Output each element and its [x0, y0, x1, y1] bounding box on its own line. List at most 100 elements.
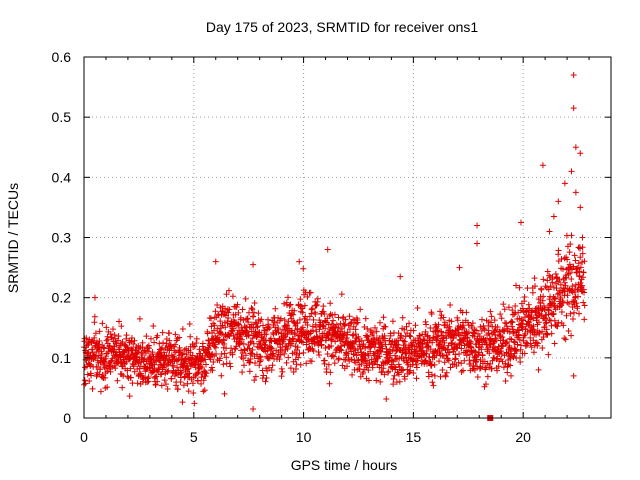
data-point [107, 368, 114, 375]
data-point [172, 341, 179, 348]
data-point [267, 335, 274, 342]
data-point [295, 354, 302, 361]
data-point [559, 266, 566, 273]
data-point [481, 383, 488, 390]
data-point [176, 334, 183, 341]
data-point [380, 365, 387, 372]
data-point [557, 281, 564, 288]
data-point [445, 357, 452, 364]
data-point [247, 359, 254, 366]
data-point [556, 277, 563, 284]
data-point [331, 311, 338, 318]
data-point [554, 291, 561, 298]
data-point [326, 380, 333, 387]
data-point [436, 341, 443, 348]
data-point [381, 371, 388, 378]
data-point-notable [572, 189, 579, 196]
data-points [81, 72, 588, 421]
data-point [465, 322, 472, 329]
data-point [573, 269, 580, 276]
data-point [204, 330, 211, 337]
data-point [452, 355, 459, 362]
data-point [262, 342, 269, 349]
data-point [572, 257, 579, 264]
data-point [447, 301, 454, 308]
data-point [246, 345, 253, 352]
data-point [506, 335, 513, 342]
data-point [536, 329, 543, 336]
data-point [568, 232, 575, 239]
data-point [342, 316, 349, 323]
data-point [510, 354, 517, 361]
data-point [508, 318, 515, 325]
data-point [310, 347, 317, 354]
data-point [487, 336, 494, 343]
data-point [365, 377, 372, 384]
data-point [372, 324, 379, 331]
x-tick-label: 20 [515, 429, 531, 445]
data-point [530, 349, 537, 356]
data-point [189, 380, 196, 387]
data-point [292, 331, 299, 338]
data-point [499, 334, 506, 341]
data-point [179, 326, 186, 333]
data-point [252, 328, 259, 335]
data-point [87, 363, 94, 370]
data-point [506, 328, 513, 335]
data-point [560, 299, 567, 306]
data-point [512, 347, 519, 354]
data-point [580, 299, 587, 306]
data-point [341, 330, 348, 337]
data-point [419, 344, 426, 351]
data-point [488, 313, 495, 320]
data-point [255, 329, 262, 336]
data-point [568, 332, 575, 339]
data-point [234, 301, 241, 308]
data-point [325, 361, 332, 368]
data-point [304, 316, 311, 323]
data-point [222, 324, 229, 331]
data-point [338, 347, 345, 354]
data-point [263, 331, 270, 338]
data-point [579, 244, 586, 251]
data-point [498, 350, 505, 357]
data-point [525, 312, 532, 319]
x-tick-label: 0 [80, 429, 88, 445]
data-point [164, 368, 171, 375]
data-point [356, 361, 363, 368]
data-point [565, 328, 572, 335]
data-point [301, 302, 308, 309]
data-point [225, 287, 232, 294]
data-point [564, 292, 571, 299]
data-point [123, 358, 130, 365]
data-point-notable [324, 246, 331, 253]
data-point [476, 349, 483, 356]
data-point [562, 282, 569, 289]
data-point [403, 323, 410, 330]
data-point [222, 305, 229, 312]
data-point [181, 346, 188, 353]
data-point [349, 332, 356, 339]
data-point [202, 373, 209, 380]
data-point [365, 367, 372, 374]
data-point [258, 316, 265, 323]
data-point [422, 357, 429, 364]
data-point [309, 305, 316, 312]
data-point-notable [570, 372, 577, 379]
data-point [471, 326, 478, 333]
data-point [500, 301, 507, 308]
data-point [567, 310, 574, 317]
data-point [348, 356, 355, 363]
y-tick-label: 0.6 [52, 49, 72, 65]
data-point-notable [579, 234, 586, 241]
data-point [292, 343, 299, 350]
data-point [311, 341, 318, 348]
data-point [186, 320, 193, 327]
data-point [472, 348, 479, 355]
data-point [272, 305, 279, 312]
data-point [306, 313, 313, 320]
data-point [91, 313, 98, 320]
data-point [504, 369, 511, 376]
data-point [322, 345, 329, 352]
data-point [529, 307, 536, 314]
